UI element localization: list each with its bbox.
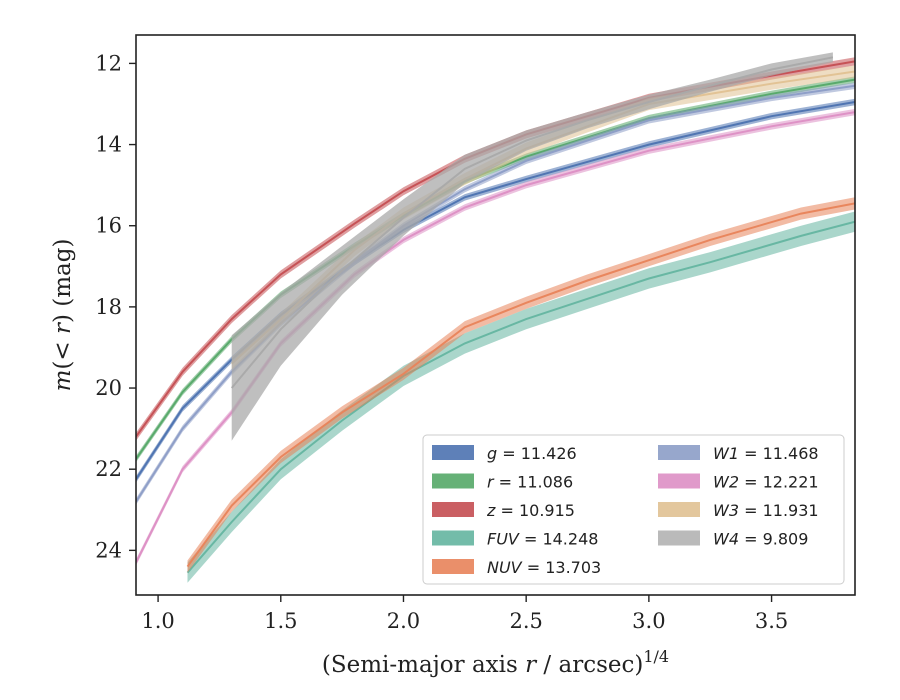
legend-swatch-FUV	[432, 530, 474, 546]
x-axis-label: (Semi-major axis r / arcsec)1/4	[322, 647, 669, 678]
legend-label-z: z = 10.915	[486, 501, 575, 520]
legend-label-r: r = 11.086	[487, 473, 573, 492]
series-NUV	[186, 197, 855, 573]
legend-label-W3: W3 = 11.931	[713, 501, 819, 520]
line-FUV	[186, 220, 855, 574]
line-NUV	[186, 202, 855, 568]
legend-label-FUV: FUV = 14.248	[487, 530, 598, 549]
legend-label-W1: W1 = 11.468	[713, 444, 819, 463]
y-axis-label: m(< r) (mag)	[50, 239, 76, 392]
y-axis: 12 14 16 18 20 22 24	[95, 51, 136, 562]
legend-swatch-W3	[658, 502, 700, 517]
y-tick-label: 14	[95, 133, 122, 157]
y-tick-label: 16	[95, 214, 122, 238]
line-W2	[136, 111, 855, 563]
legend-swatch-r	[432, 473, 474, 489]
band-W3	[231, 65, 855, 370]
legend-swatch-W4	[658, 530, 700, 546]
band-W4	[231, 52, 833, 441]
y-tick-label: 12	[95, 51, 122, 75]
x-tick-label: 2.0	[387, 609, 420, 633]
series-W3	[231, 65, 855, 370]
x-tick-label: 1.5	[264, 609, 297, 633]
x-tick-label: 3.5	[755, 609, 788, 633]
y-tick-label: 20	[95, 376, 122, 400]
y-tick-label: 18	[95, 295, 122, 319]
y-axis-title: m(< r) (mag)	[50, 239, 76, 392]
line-W4	[230, 56, 834, 389]
series-W2	[136, 108, 855, 566]
y-tick-label: 24	[95, 538, 122, 562]
x-tick-label: 1.0	[141, 609, 174, 633]
legend: g = 11.426 r = 11.086 z = 10.915 FUV = 14.2…	[422, 434, 845, 585]
legend-swatch-z	[432, 502, 474, 517]
series-layer	[136, 52, 855, 583]
legend-swatch-W2	[658, 473, 700, 489]
legend-label-g: g = 11.426	[487, 444, 577, 463]
legend-label-W4: W4 = 9.809	[713, 530, 808, 549]
legend-swatch-NUV	[432, 559, 474, 574]
x-tick-label: 2.5	[509, 609, 542, 633]
x-axis-title: (Semi-major axis r / arcsec)1/4	[322, 647, 669, 678]
series-W4	[230, 52, 834, 441]
legend-label-W2: W2 = 12.221	[713, 473, 819, 492]
legend-box	[422, 434, 845, 585]
y-tick-label: 22	[95, 457, 122, 481]
plot-frame	[135, 34, 856, 596]
band-FUV	[187, 211, 855, 583]
legend-swatch-W1	[658, 445, 700, 460]
legend-swatch-g	[432, 445, 474, 460]
legend-label-NUV: NUV = 13.703	[487, 558, 601, 577]
x-tick-label: 3.0	[632, 609, 665, 633]
series-FUV	[186, 211, 855, 583]
x-axis: 1.0 1.5 2.0 2.5 3.0 3.5	[141, 595, 788, 633]
